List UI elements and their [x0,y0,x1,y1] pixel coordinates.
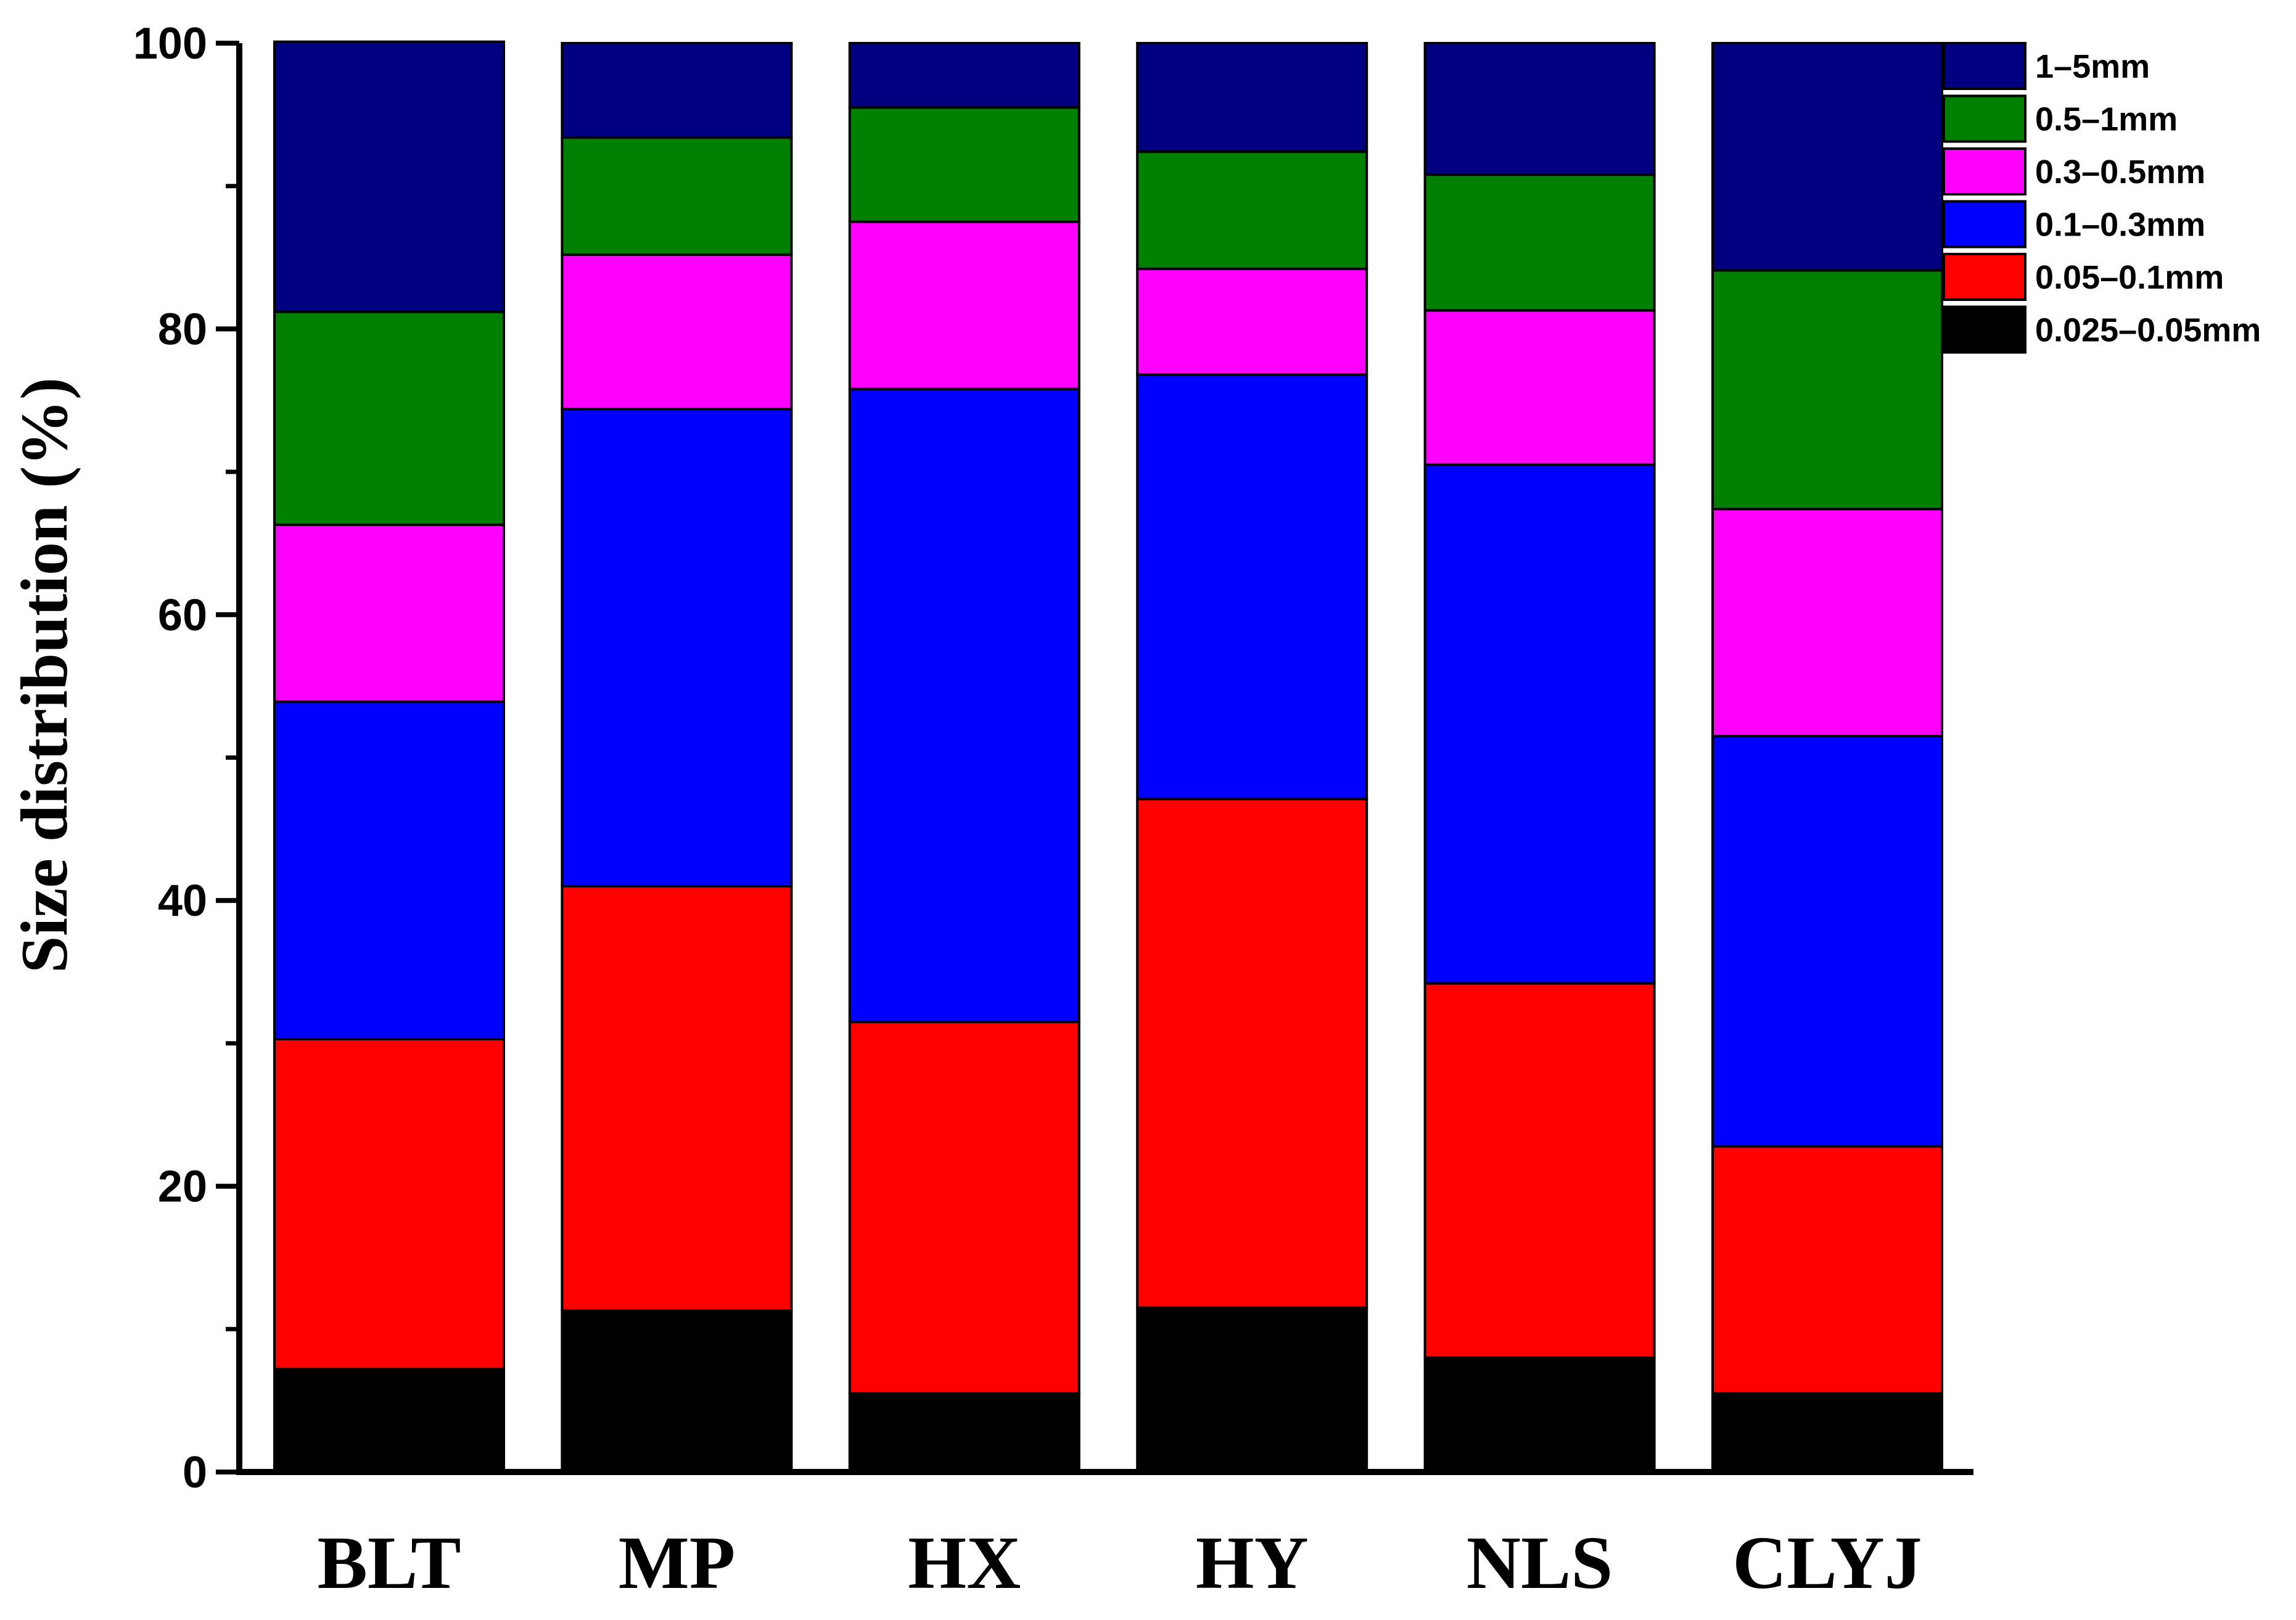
bar-clyj-0-3-0-5mm [1711,508,1943,738]
bar-blt-0-05-0-1mm [273,1037,505,1371]
x-tick-label-clyj: CLYJ [1732,1521,1922,1605]
bar-nls-0-3-0-5mm [1423,309,1656,466]
bar-nls-0-025-0-05mm [1423,1356,1656,1473]
bar-clyj-0-05-0-1mm [1711,1145,1943,1395]
bar-mp-0-1-0-3mm [561,408,793,888]
bar-hx-1-5mm [848,42,1080,109]
bar-hy-0-05-0-1mm [1136,797,1368,1309]
x-tick-label-nls: NLS [1467,1521,1613,1605]
bar-hx-0-3-0-5mm [848,220,1080,390]
bar-blt-0-3-0-5mm [273,523,505,704]
bar-hy-0-025-0-05mm [1136,1306,1368,1473]
bar-clyj-0-025-0-05mm [1711,1392,1943,1473]
bar-mp-0-025-0-05mm [561,1309,793,1473]
legend-swatch-0-05-0-1mm [1943,253,2026,301]
legend: 1–5mm 0.5–1mm 0.3–0.5mm 0.1–0.3mm 0.05–0.1mm… [1943,42,2261,354]
legend-label-0-1-0-3mm: 0.1–0.3mm [2035,207,2205,244]
bar-hy-0-3-0-5mm [1136,268,1368,376]
bar-blt-0-5-1mm [273,310,505,526]
y-tick-label-40: 40 [158,876,207,926]
bar-hx-0-05-0-1mm [848,1021,1080,1395]
y-tick-label-80: 80 [158,305,207,354]
legend-label-1-5mm: 1–5mm [2035,48,2150,85]
legend-swatch-0-025-0-05mm [1943,305,2026,354]
bar-mp-0-05-0-1mm [561,885,793,1312]
bar-mp-1-5mm [561,42,793,139]
bar-hy-1-5mm [1136,42,1368,154]
legend-swatch-0-1-0-3mm [1943,200,2026,249]
bar-clyj-0-1-0-3mm [1711,734,1943,1148]
y-tick-label-0: 0 [183,1448,207,1497]
legend-label-0-5-1mm: 0.5–1mm [2035,101,2178,138]
x-tick-label-mp: MP [619,1521,736,1605]
x-tick-label-hx: HX [908,1521,1021,1605]
bar-mp-0-5-1mm [561,136,793,256]
bar-hx-0-5-1mm [848,106,1080,223]
legend-label-0-05-0-1mm: 0.05–0.1mm [2035,259,2224,296]
bar-nls-0-05-0-1mm [1423,982,1656,1359]
bar-nls-1-5mm [1423,42,1656,176]
legend-label-0-3-0-5mm: 0.3–0.5mm [2035,154,2205,191]
bar-hy-0-5-1mm [1136,150,1368,271]
x-tick-label-hy: HY [1196,1521,1309,1605]
y-tick-label-60: 60 [158,591,207,640]
bar-hy-0-1-0-3mm [1136,373,1368,800]
axes-layer: BLT MP HX HY NLS CLYJ 0 20 40 60 80 100 [133,19,1973,1605]
bar-hx-0-1-0-3mm [848,387,1080,1024]
legend-label-0-025-0-05mm: 0.025–0.05mm [2035,312,2261,349]
bars-layer [273,40,1943,1474]
bar-nls-0-1-0-3mm [1423,463,1656,985]
bar-blt-0-1-0-3mm [273,701,505,1040]
bar-mp-0-3-0-5mm [561,253,793,411]
x-tick-label-blt: BLT [318,1521,461,1605]
bar-clyj-1-5mm [1711,42,1943,272]
y-tick-label-100: 100 [133,19,207,68]
legend-swatch-1-5mm [1943,42,2026,90]
y-tick-label-20: 20 [158,1162,207,1212]
bar-nls-0-5-1mm [1423,173,1656,312]
bar-clyj-0-5-1mm [1711,269,1943,511]
legend-swatch-0-3-0-5mm [1943,147,2026,195]
legend-swatch-0-5-1mm [1943,94,2026,143]
bar-hx-0-025-0-05mm [848,1392,1080,1473]
bar-blt-0-025-0-05mm [273,1368,505,1474]
bar-blt-1-5mm [273,40,505,313]
y-axis-title: Size distribution (%) [8,377,81,973]
